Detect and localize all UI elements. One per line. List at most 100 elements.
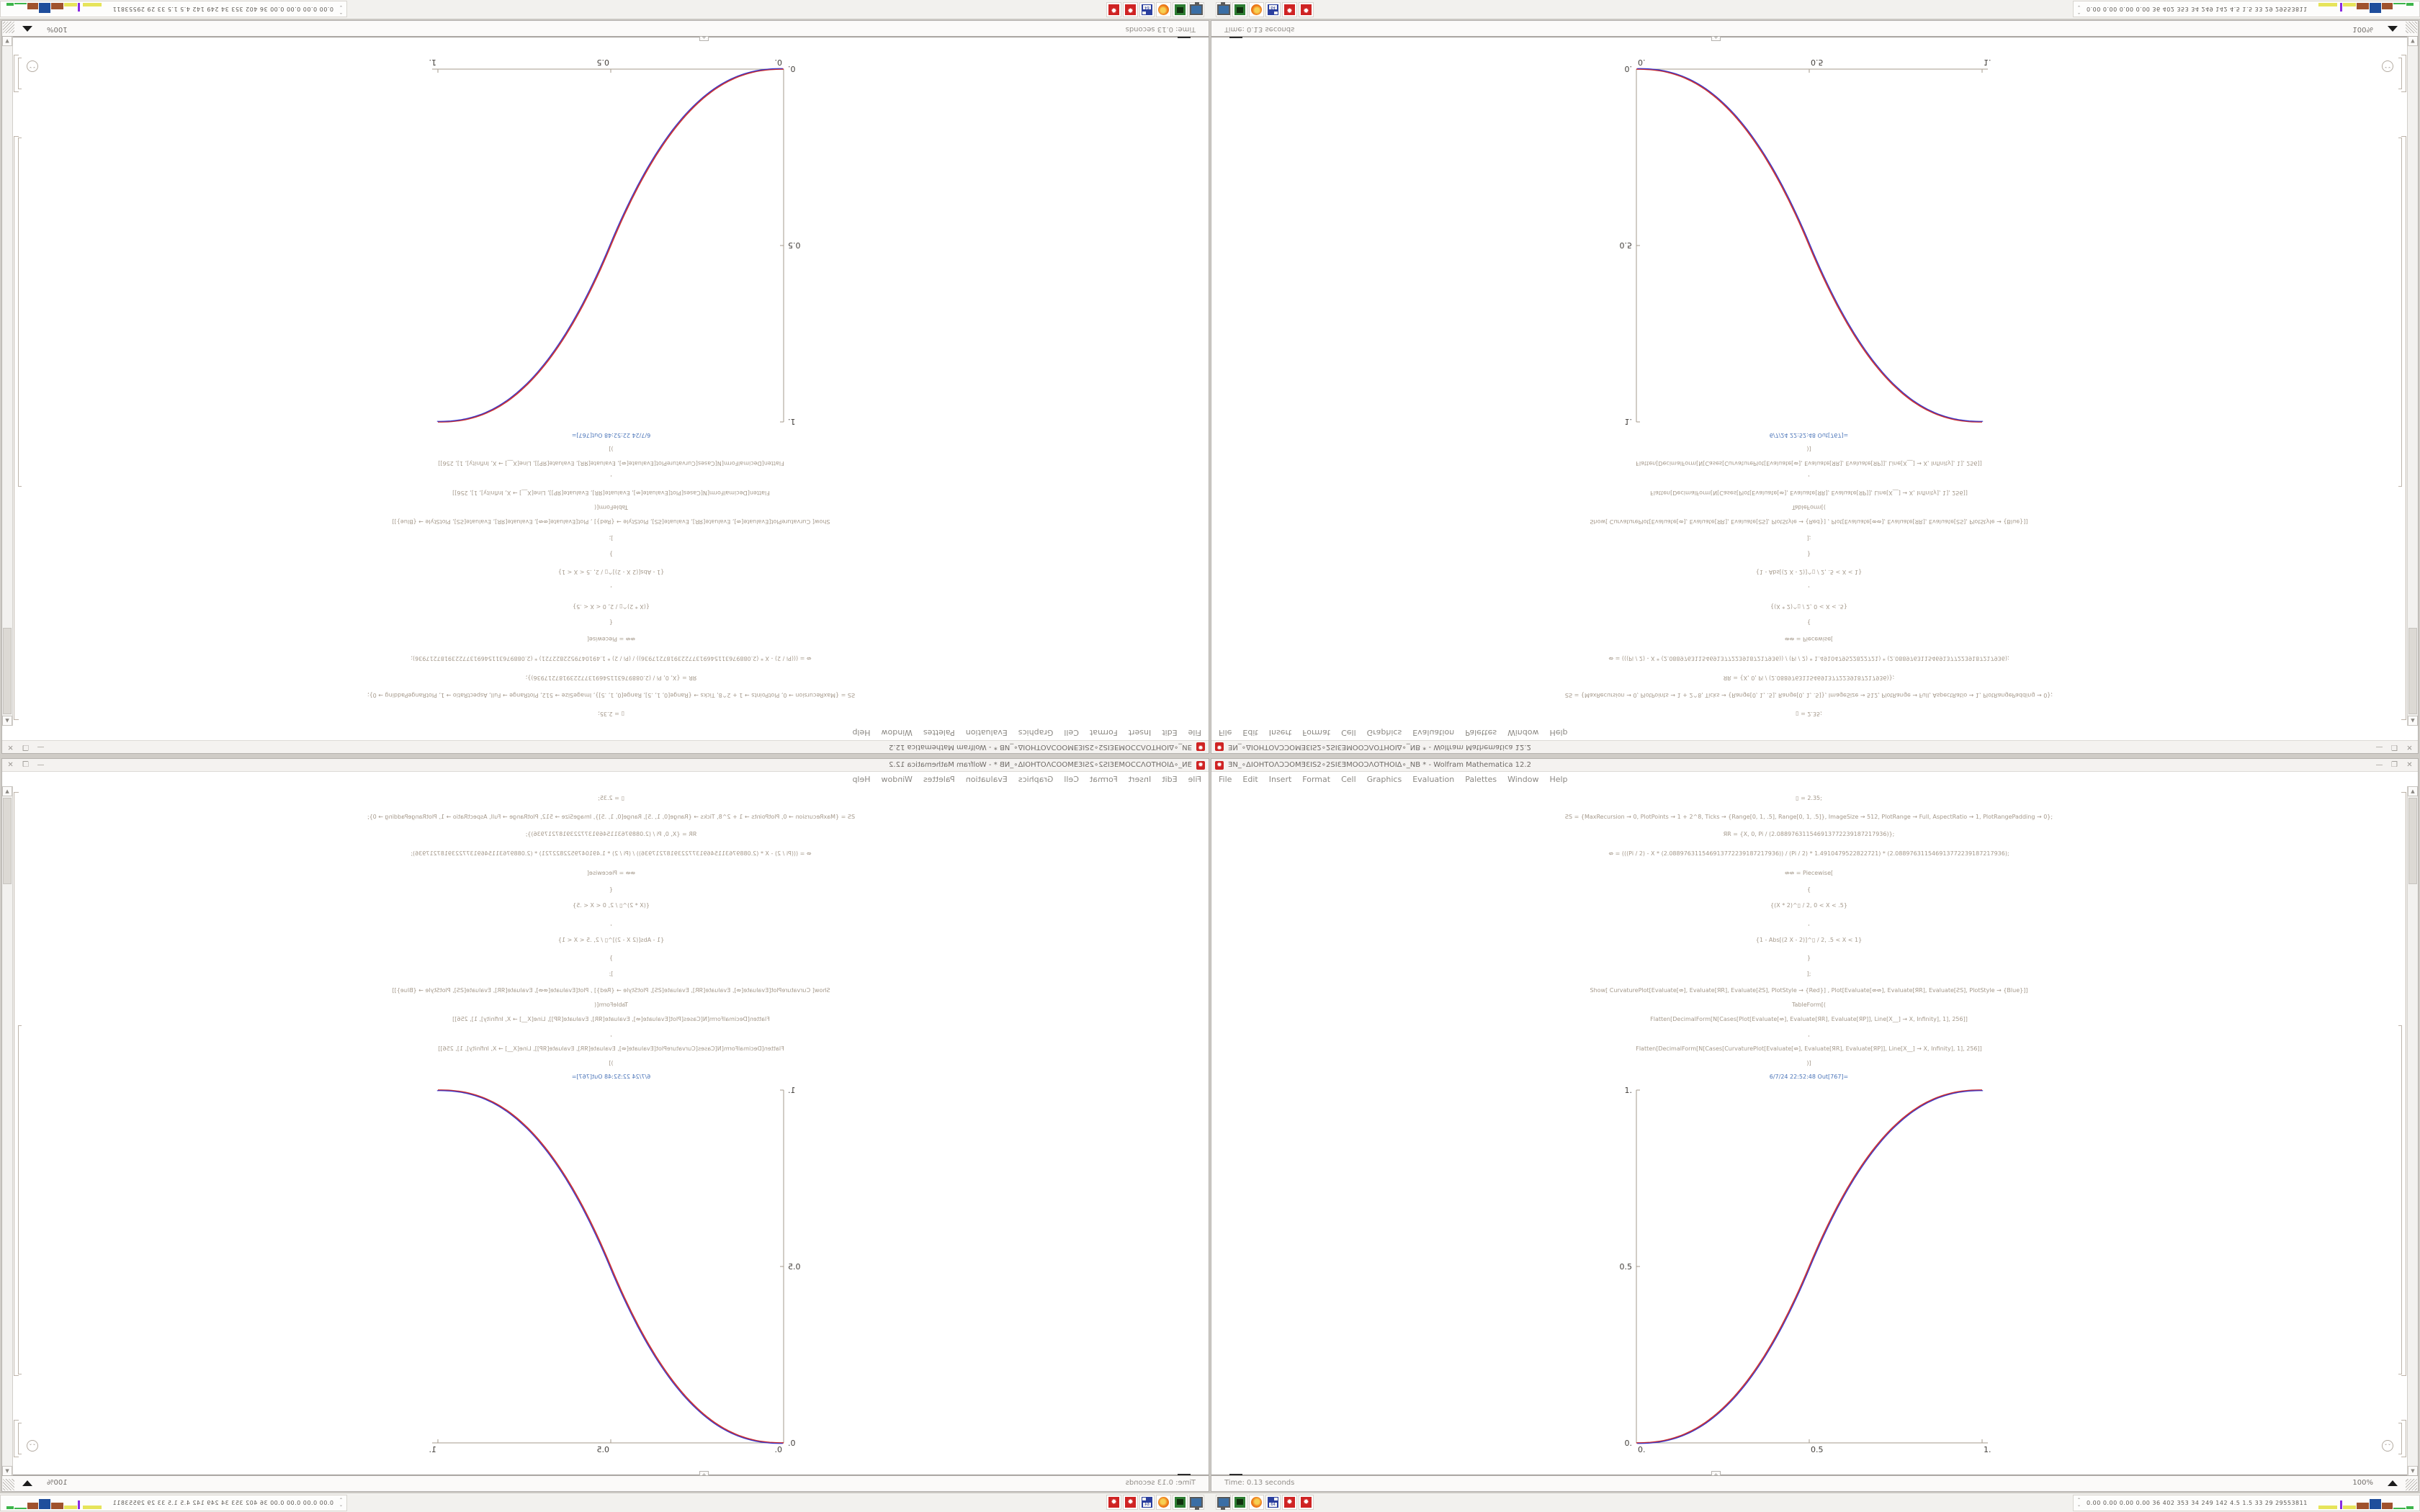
scrollbar-up-arrow[interactable]: ▲ <box>2408 716 2418 726</box>
menu-cell[interactable]: Cell <box>1064 774 1079 784</box>
code-line[interactable]: , <box>1808 585 1810 592</box>
window-titlebar[interactable]: ✹ ƎN_∘ΔIOHTOΛϽϽOMƎƐIS2∘2SIƐƎMOOϽΛOTHOIΔ∘… <box>1211 740 2418 753</box>
code-line[interactable]: ▯ = 2.35; <box>598 795 624 801</box>
code-line[interactable]: { <box>1806 886 1811 893</box>
floppy-64-icon[interactable]: 64 <box>1265 1495 1281 1510</box>
code-line[interactable]: ƧS = {MaxRecursion → 0, PlotPoints → 1 +… <box>367 814 856 820</box>
code-line[interactable]: {1 - Abs[(2 X - 2)]^▯ / 2, .5 < X < 1} <box>1755 569 1863 575</box>
notebook-content[interactable]: ▯ = 2.35; ƧS = {MaxRecursion → 0, PlotPoi… <box>14 55 1209 726</box>
code-line[interactable]: {1 - Abs[(2 X - 2)]^▯ / 2, .5 < X < 1} <box>1755 937 1863 943</box>
code-cell-group[interactable]: ▯ = 2.35; ƧS = {MaxRecursion → 0, PlotPoi… <box>28 795 1195 1066</box>
code-line[interactable]: )] <box>609 1060 614 1066</box>
code-line[interactable]: ƧS = {MaxRecursion → 0, PlotPoints → 1 +… <box>1564 814 2053 820</box>
mathematica-kernel-icon[interactable]: ✹ <box>1299 1495 1314 1510</box>
code-line[interactable]: , <box>610 1031 612 1038</box>
mathematica-icon[interactable]: ✹ <box>1123 1495 1138 1510</box>
menu-insert[interactable]: Insert <box>1268 774 1292 784</box>
floppy-64-icon[interactable]: 64 <box>1139 1495 1155 1510</box>
code-line[interactable]: , <box>610 474 612 481</box>
menu-edit[interactable]: Edit <box>1242 774 1258 784</box>
close-button[interactable]: ✕ <box>2406 761 2413 769</box>
code-cell-group[interactable]: ▯ = 2.35; ƧS = {MaxRecursion → 0, PlotPoi… <box>1226 795 2393 1066</box>
code-line[interactable]: Show[ CurvaturePlot[Evaluate[⇎], Evaluat… <box>1590 518 2028 525</box>
menu-window[interactable]: Window <box>1507 728 1539 738</box>
code-line[interactable]: ⇎⇎ = Piecewise[ <box>1784 636 1834 642</box>
system-monitor-icon[interactable] <box>1189 1495 1204 1510</box>
scrollbar-down-arrow[interactable]: ▼ <box>2 36 12 46</box>
code-line[interactable]: {(X * 2)^▯ / 2, 0 < X < .5} <box>573 603 650 610</box>
code-line[interactable]: } <box>609 551 614 557</box>
scrollbar-down-arrow[interactable]: ▼ <box>2408 36 2418 46</box>
code-line[interactable]: )] <box>1806 446 1811 452</box>
close-button[interactable]: ✕ <box>2406 743 2413 751</box>
mathematica-kernel-icon[interactable]: ✹ <box>1106 2 1121 17</box>
resize-grip[interactable] <box>2406 22 2417 33</box>
terminal-icon[interactable] <box>1232 1495 1247 1510</box>
scroll-to-end-button[interactable]: ⌄⌄ <box>27 60 38 72</box>
code-line[interactable]: } <box>1806 551 1811 557</box>
code-line[interactable]: ЯR = {X, 0, Pi / (2.08897631154691377223… <box>525 831 697 837</box>
minimize-button[interactable]: — <box>2375 743 2383 751</box>
scrollbar-thumb[interactable] <box>3 628 12 714</box>
code-line[interactable]: ⇎ = (((Pi / 2) - X * (2.0889763115469137… <box>411 850 812 857</box>
window-titlebar[interactable]: ✹ ƎN_∘ΔIOHTOΛϽϽOMƎƐIS2∘2SIƐƎMOOϽΛOTHOIΔ∘… <box>2 759 1209 772</box>
code-line[interactable]: {(X * 2)^▯ / 2, 0 < X < .5} <box>573 902 650 909</box>
resize-grip[interactable] <box>3 1479 14 1490</box>
code-line[interactable]: Flatten[DecimalForm[N[Cases[CurvaturePlo… <box>438 1045 784 1052</box>
terminal-icon[interactable] <box>1173 2 1188 17</box>
elevator-triangle-icon[interactable] <box>22 1480 32 1486</box>
menu-file[interactable]: File <box>1219 728 1232 738</box>
code-line[interactable]: Flatten[DecimalForm[N[Cases[CurvaturePlo… <box>1636 460 1982 467</box>
code-line[interactable]: {1 - Abs[(2 X - 2)]^▯ / 2, .5 < X < 1} <box>557 569 665 575</box>
floppy-64-icon[interactable]: 64 <box>1139 2 1155 17</box>
cell-bracket-column[interactable] <box>2395 55 2406 726</box>
code-line[interactable]: ]; <box>609 971 614 977</box>
code-line[interactable]: Flatten[DecimalForm[N[Cases[CurvaturePlo… <box>438 460 784 467</box>
code-line[interactable]: Flatten[DecimalForm[N[Cases[Plot[Evaluat… <box>452 1016 770 1022</box>
window-titlebar[interactable]: ✹ ƎN_∘ΔIOHTOΛϽϽOMƎƐIS2∘2SIƐƎMOOϽΛOTHOIΔ∘… <box>2 740 1209 753</box>
scrollbar-thumb[interactable] <box>2408 798 2417 884</box>
menu-edit[interactable]: Edit <box>1242 728 1258 738</box>
firefox-icon[interactable] <box>1249 2 1264 17</box>
system-monitor-icon[interactable] <box>1189 2 1204 17</box>
menu-palettes[interactable]: Palettes <box>1465 774 1497 784</box>
code-line[interactable]: )] <box>1806 1060 1811 1066</box>
code-line[interactable]: ⇎ = (((Pi / 2) - X * (2.0889763115469137… <box>411 655 812 662</box>
code-line[interactable]: {1 - Abs[(2 X - 2)]^▯ / 2, .5 < X < 1} <box>557 937 665 943</box>
code-line[interactable]: {(X * 2)^▯ / 2, 0 < X < .5} <box>1770 902 1847 909</box>
menu-evaluation[interactable]: Evaluation <box>965 774 1008 784</box>
close-button[interactable]: ✕ <box>7 743 14 751</box>
mathematica-icon[interactable]: ✹ <box>1123 2 1138 17</box>
code-line[interactable]: , <box>1808 1031 1810 1038</box>
maximize-button[interactable]: ❐ <box>2391 743 2398 751</box>
magnification-control[interactable]: 100% <box>2352 25 2373 33</box>
menu-window[interactable]: Window <box>881 728 913 738</box>
scrollbar-thumb[interactable] <box>2408 628 2417 714</box>
code-line[interactable]: ]; <box>1806 535 1811 541</box>
code-line[interactable]: TableForm[( <box>593 1002 629 1008</box>
code-line[interactable]: ▯ = 2.35; <box>598 711 624 717</box>
code-line[interactable]: {(X * 2)^▯ / 2, 0 < X < .5} <box>1770 603 1847 610</box>
menu-help[interactable]: Help <box>852 774 871 784</box>
menu-window[interactable]: Window <box>1507 774 1539 784</box>
firefox-icon[interactable] <box>1249 1495 1264 1510</box>
elevator-triangle-icon[interactable] <box>2388 1480 2398 1486</box>
mathematica-icon[interactable]: ✹ <box>1282 1495 1297 1510</box>
code-line[interactable]: TableForm[( <box>593 504 629 510</box>
code-line[interactable]: ]; <box>1806 971 1811 977</box>
code-line[interactable]: Flatten[DecimalForm[N[Cases[CurvaturePlo… <box>1636 1045 1982 1052</box>
code-line[interactable]: ƧS = {MaxRecursion → 0, PlotPoints → 1 +… <box>1564 692 2053 698</box>
code-line[interactable]: ЯR = {X, 0, Pi / (2.08897631154691377223… <box>1723 675 1895 681</box>
menu-file[interactable]: File <box>1188 774 1201 784</box>
system-monitor-icon[interactable] <box>1216 1495 1231 1510</box>
menu-evaluation[interactable]: Evaluation <box>1412 728 1455 738</box>
mathematica-kernel-icon[interactable]: ✹ <box>1106 1495 1121 1510</box>
menu-cell[interactable]: Cell <box>1341 728 1356 738</box>
menu-help[interactable]: Help <box>852 728 871 738</box>
menu-insert[interactable]: Insert <box>1128 774 1152 784</box>
scrollbar-up-arrow[interactable]: ▲ <box>2 716 12 726</box>
menu-palettes[interactable]: Palettes <box>1465 728 1497 738</box>
menu-graphics[interactable]: Graphics <box>1018 728 1054 738</box>
vertical-scrollbar[interactable]: ▲ ▼ <box>2 786 13 1476</box>
scrollbar-down-arrow[interactable]: ▼ <box>2408 1466 2418 1476</box>
